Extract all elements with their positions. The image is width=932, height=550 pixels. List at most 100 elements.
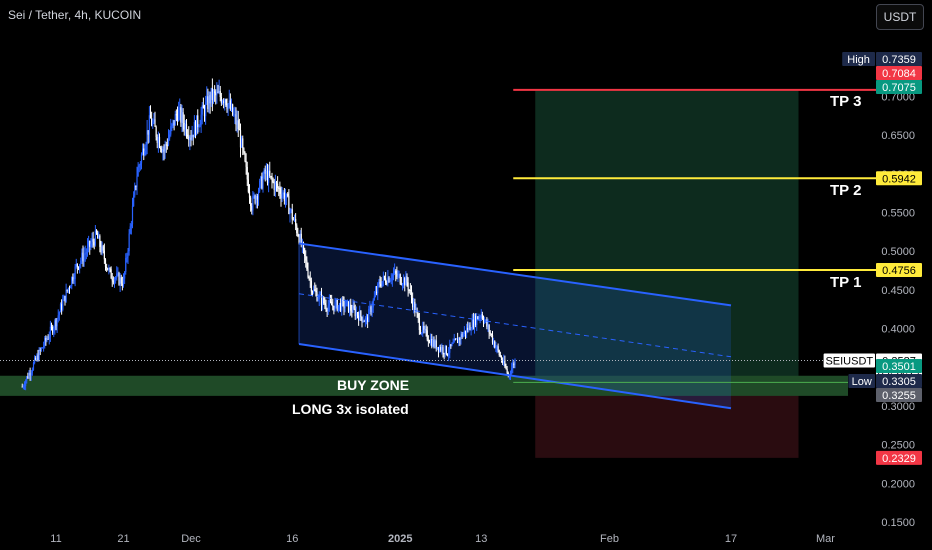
currency-button[interactable]: USDT — [876, 4, 924, 30]
candle-body — [56, 318, 58, 327]
candle-body — [187, 134, 189, 137]
price-badge-value: 0.7084 — [882, 68, 916, 80]
candle-body — [122, 278, 125, 286]
candle-body — [448, 352, 450, 356]
candle-body — [31, 369, 33, 373]
candle-body — [91, 239, 93, 244]
candle-body — [305, 255, 307, 261]
candle-body — [83, 254, 85, 262]
candle-body — [449, 344, 451, 353]
candle-body — [21, 386, 23, 388]
candle-body — [307, 269, 309, 277]
candle-body — [430, 339, 432, 343]
candle-body — [345, 301, 347, 307]
candle-body — [117, 273, 119, 275]
candle-body — [145, 144, 147, 151]
candle-body — [504, 359, 506, 367]
candle-body — [343, 300, 345, 309]
candle-body — [332, 305, 334, 307]
x-tick-label: 11 — [50, 533, 61, 545]
candle-body — [207, 96, 209, 109]
price-badge-value: 0.2329 — [882, 453, 916, 465]
candle-body — [85, 252, 87, 254]
candle-body — [109, 268, 111, 270]
candle-body — [509, 373, 512, 375]
candle-body — [514, 359, 516, 366]
candle-body — [441, 347, 443, 351]
candle-body — [453, 339, 455, 343]
candle-body — [502, 360, 504, 364]
x-tick-label: 13 — [475, 533, 487, 545]
candle-body — [34, 357, 36, 364]
candle-body — [278, 187, 280, 189]
candle-body — [61, 304, 63, 310]
candle-body — [451, 343, 453, 346]
candle-body — [310, 280, 312, 292]
candle-body — [59, 304, 62, 313]
y-tick-label: 0.4000 — [881, 324, 915, 336]
candle-body — [111, 278, 113, 281]
candle-body — [228, 100, 230, 104]
y-tick-label: 0.2500 — [881, 440, 915, 452]
candle-body — [164, 144, 166, 152]
candle-body — [174, 114, 176, 126]
channel-mid-line — [298, 293, 732, 358]
candle-body — [443, 353, 445, 355]
candle-body — [255, 196, 257, 203]
long-position-label: LONG 3x isolated — [292, 400, 409, 417]
candle-body — [233, 114, 235, 116]
candle-body — [271, 176, 273, 181]
candle-body — [335, 299, 337, 303]
candle-body — [489, 332, 491, 334]
candle-body — [398, 274, 400, 276]
candle-body — [116, 273, 118, 278]
price-badge-green: 0.7075 — [876, 80, 922, 94]
candle-body — [327, 305, 329, 311]
candle-body — [138, 165, 140, 168]
candle-body — [154, 119, 156, 127]
candle-body — [68, 287, 71, 289]
candle-body — [400, 283, 402, 285]
candle-body — [482, 318, 485, 323]
candle-body — [466, 327, 468, 334]
candle-body — [210, 87, 212, 104]
price-badge-green: 0.3501 — [876, 359, 922, 373]
y-tick-label: 0.4500 — [881, 285, 915, 297]
candle-body — [361, 316, 363, 322]
candle-body — [93, 241, 95, 246]
candle-body — [490, 333, 492, 336]
candle-body — [39, 349, 41, 351]
candle-body — [290, 209, 292, 211]
candle-body — [299, 233, 301, 243]
candle-body — [328, 300, 330, 306]
candle-body — [406, 276, 408, 283]
candle-body — [389, 280, 391, 282]
buy-zone-band — [0, 375, 848, 396]
candle-body — [319, 294, 321, 296]
candle-body — [495, 347, 497, 349]
candle-body — [323, 297, 325, 304]
candle-body — [201, 105, 203, 115]
candle-body — [287, 193, 289, 197]
candle-body — [469, 325, 471, 331]
candle-body — [274, 182, 276, 190]
candle-body — [153, 119, 155, 123]
candle-body — [52, 326, 54, 333]
candle-body — [166, 144, 168, 146]
candle-body — [462, 333, 464, 338]
candle-body — [215, 92, 217, 96]
candle-body — [494, 341, 496, 348]
candle-body — [434, 340, 436, 347]
candle-body — [53, 328, 55, 333]
candle-body — [410, 290, 413, 298]
candle-body — [253, 195, 255, 197]
x-tick-label: 17 — [725, 533, 737, 545]
candle-body — [38, 349, 40, 361]
candle-body — [119, 277, 121, 285]
candle-body — [247, 179, 249, 192]
candle-body — [422, 325, 424, 333]
candle-body — [308, 276, 310, 279]
candle-body — [41, 347, 44, 349]
candle-body — [372, 299, 374, 308]
